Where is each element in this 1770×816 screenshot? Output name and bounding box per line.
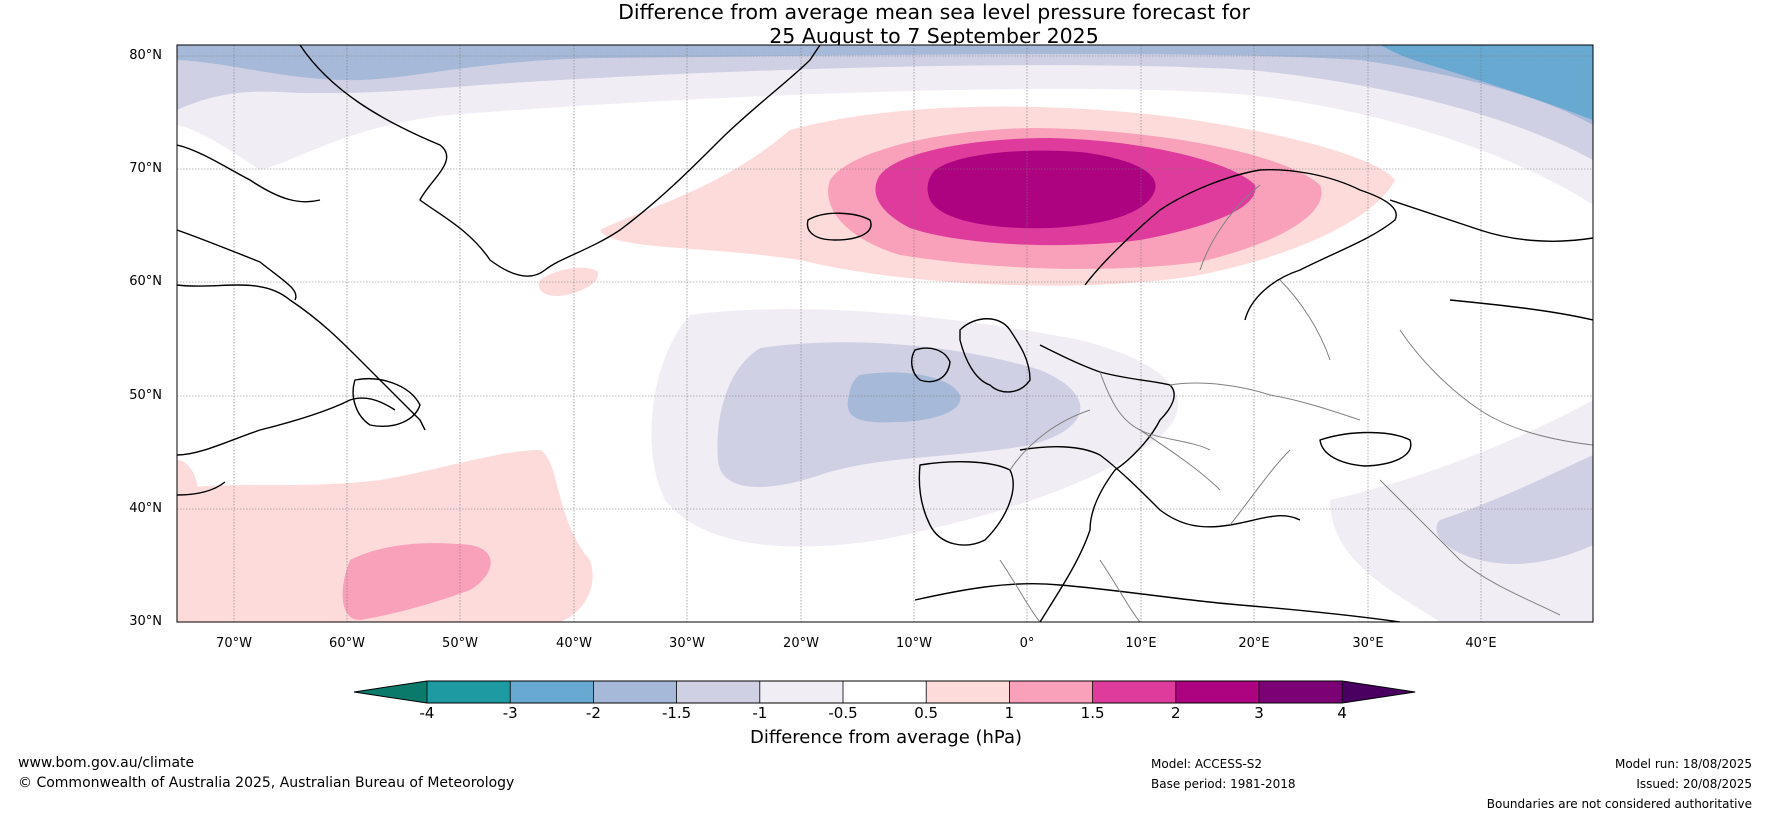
colorbar-tick-marks	[426, 681, 1343, 703]
colorbar-segment-4	[676, 681, 761, 703]
lon-label-30w: 30°W	[669, 636, 705, 651]
north-america-east-coast	[177, 397, 396, 496]
greenland-coast	[299, 45, 821, 277]
colorbar-tick-label: 1.5	[1080, 704, 1105, 722]
title-line-2: 25 August to 7 September 2025	[769, 24, 1099, 48]
lat-label-50n: 50°N	[129, 388, 162, 403]
colorbar-tick-label: -1.5	[661, 704, 692, 722]
ireland-coast	[911, 347, 951, 383]
colorbar-segment-3	[593, 681, 678, 703]
footer-model-run: Model run: 18/08/2025	[1614, 757, 1752, 771]
black-sea-coast	[1319, 431, 1412, 467]
scandinavia-coast	[1084, 168, 1397, 321]
colorbar-tick-label: 3	[1254, 704, 1264, 722]
colorbar-tick-label: 1	[1004, 704, 1015, 722]
gridlines	[177, 45, 1593, 622]
lat-label-40n: 40°N	[129, 501, 162, 516]
british-isles-coast	[959, 318, 1031, 393]
mediterranean-north-coast	[1019, 446, 1301, 528]
anomaly-field	[177, 45, 1593, 622]
lon-label-10w: 10°W	[896, 636, 932, 651]
colorbar-segment-5	[759, 681, 844, 703]
lon-label-40w: 40°W	[556, 636, 592, 651]
east-negative-moderate	[1436, 455, 1593, 565]
footer-website[interactable]: www.bom.gov.au/climate	[18, 755, 195, 771]
lon-label-0: 0°	[1019, 636, 1035, 651]
lon-label-40e: 40°E	[1465, 636, 1497, 651]
subtropical-positive-moderate	[342, 543, 491, 620]
lon-label-30e: 30°E	[1352, 636, 1384, 651]
colorbar-tick-label: -3	[502, 704, 518, 722]
colorbar-tick-label: 4	[1337, 704, 1347, 722]
lon-label-10e: 10°E	[1125, 636, 1157, 651]
footer-issued: Issued: 20/08/2025	[1636, 777, 1752, 791]
coastlines	[177, 45, 1593, 622]
lon-label-70w: 70°W	[216, 636, 252, 651]
colorbar-segments	[354, 681, 1416, 703]
colorbar-tick-label: -1	[752, 704, 768, 722]
colorbar-segment-2	[510, 681, 594, 703]
lat-label-30n: 30°N	[129, 614, 162, 629]
colorbar-tick-label: -2	[585, 704, 601, 722]
colorbar-label: Difference from average (hPa)	[749, 727, 1023, 748]
canada-arctic-coast	[177, 144, 321, 301]
colorbar-tick-label: -4	[419, 704, 435, 722]
footer-copyright: © Commonwealth of Australia 2025, Austra…	[18, 775, 515, 791]
footer-model: Model: ACCESS-S2	[1151, 757, 1263, 771]
colorbar-segment-6	[843, 681, 927, 703]
colorbar-extend-min	[354, 681, 427, 703]
arctic-negative-moderate	[177, 45, 1593, 160]
subtropical-positive-weak	[177, 450, 593, 622]
colorbar-tick-label: -0.5	[828, 704, 858, 722]
colorbar-segment-8	[1009, 681, 1094, 703]
iceland-coast	[806, 212, 872, 241]
north-africa-coast	[914, 583, 1401, 622]
colorbar-extend-max	[1342, 681, 1416, 703]
atlantic-negative-core	[847, 372, 961, 423]
iberia-coast	[918, 461, 1014, 546]
colorbar-tick-label: 2	[1171, 704, 1181, 722]
colorbar-segment-1	[427, 681, 511, 703]
colorbar-segment-7	[926, 681, 1010, 703]
map-frame	[176, 44, 1594, 623]
colorbar-segment-9	[1092, 681, 1177, 703]
arctic-negative-deep	[1380, 45, 1593, 120]
lat-label-60n: 60°N	[129, 274, 162, 289]
colorbar-outline	[353, 680, 1416, 704]
lat-label-80n: 80°N	[129, 48, 162, 63]
newfoundland-coast	[352, 378, 421, 427]
labrador-coast	[177, 284, 426, 431]
arctic-negative-weak	[177, 45, 1593, 205]
footer-base-period: Base period: 1981-2018	[1151, 777, 1296, 791]
country-borders	[999, 184, 1593, 622]
russia-arctic-coast	[1389, 199, 1593, 321]
colorbar-segment-10	[1175, 681, 1260, 703]
lon-label-20e: 20°E	[1238, 636, 1270, 651]
lon-label-20w: 20°W	[783, 636, 819, 651]
colorbar-tick-label: 0.5	[914, 704, 939, 722]
nordic-positive-core	[927, 150, 1156, 229]
colorbar-segment-11	[1259, 681, 1343, 703]
east-negative-weak	[1330, 400, 1593, 622]
footer-disclaimer: Boundaries are not considered authoritat…	[1486, 797, 1752, 811]
title-line-1: Difference from average mean sea level p…	[618, 0, 1250, 24]
lon-label-60w: 60°W	[329, 636, 365, 651]
lat-label-70n: 70°N	[129, 161, 162, 176]
lon-label-50w: 50°W	[442, 636, 478, 651]
map-title: Difference from average mean sea level p…	[0, 0, 1770, 48]
